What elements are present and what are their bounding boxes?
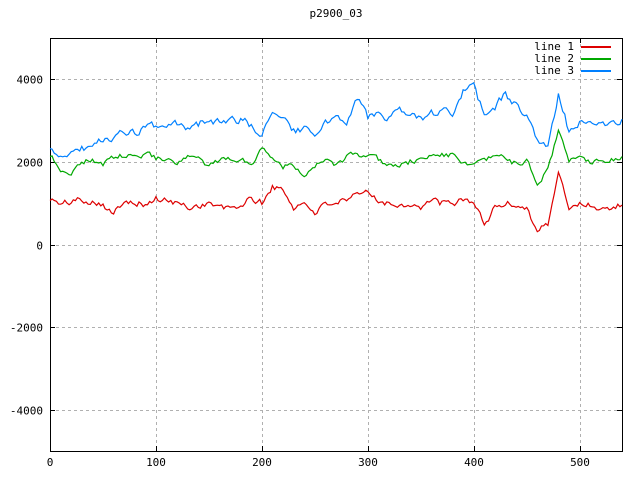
legend-item-line-1: line 1 bbox=[534, 41, 611, 53]
x-tick-label: 100 bbox=[146, 456, 166, 469]
legend-label-line-2: line 2 bbox=[534, 52, 574, 65]
legend-item-line-2: line 2 bbox=[534, 53, 611, 65]
y-tick-label: 2000 bbox=[17, 157, 44, 170]
x-tick-label: 0 bbox=[47, 456, 54, 469]
y-tick-label: -2000 bbox=[10, 322, 43, 335]
series-line-2 bbox=[49, 128, 623, 187]
legend-line-sample-2 bbox=[581, 58, 611, 60]
legend-label-line-3: line 3 bbox=[534, 64, 574, 77]
legend: line 1 line 2 line 3 bbox=[534, 41, 611, 77]
series-line-1 bbox=[49, 169, 623, 233]
x-tick-label: 400 bbox=[464, 456, 484, 469]
legend-label-line-1: line 1 bbox=[534, 40, 574, 53]
y-tick-label: 0 bbox=[36, 240, 43, 253]
x-tick-label: 300 bbox=[358, 456, 378, 469]
legend-item-line-3: line 3 bbox=[534, 65, 611, 77]
legend-line-sample-1 bbox=[581, 46, 611, 48]
chart-title: p2900_03 bbox=[309, 7, 363, 20]
y-tick-label: 4000 bbox=[17, 74, 44, 87]
y-tick-label: -4000 bbox=[10, 405, 43, 418]
x-tick-label: 500 bbox=[570, 456, 590, 469]
x-tick-label: 200 bbox=[252, 456, 272, 469]
legend-line-sample-3 bbox=[581, 70, 611, 72]
series-line-3 bbox=[49, 81, 623, 158]
